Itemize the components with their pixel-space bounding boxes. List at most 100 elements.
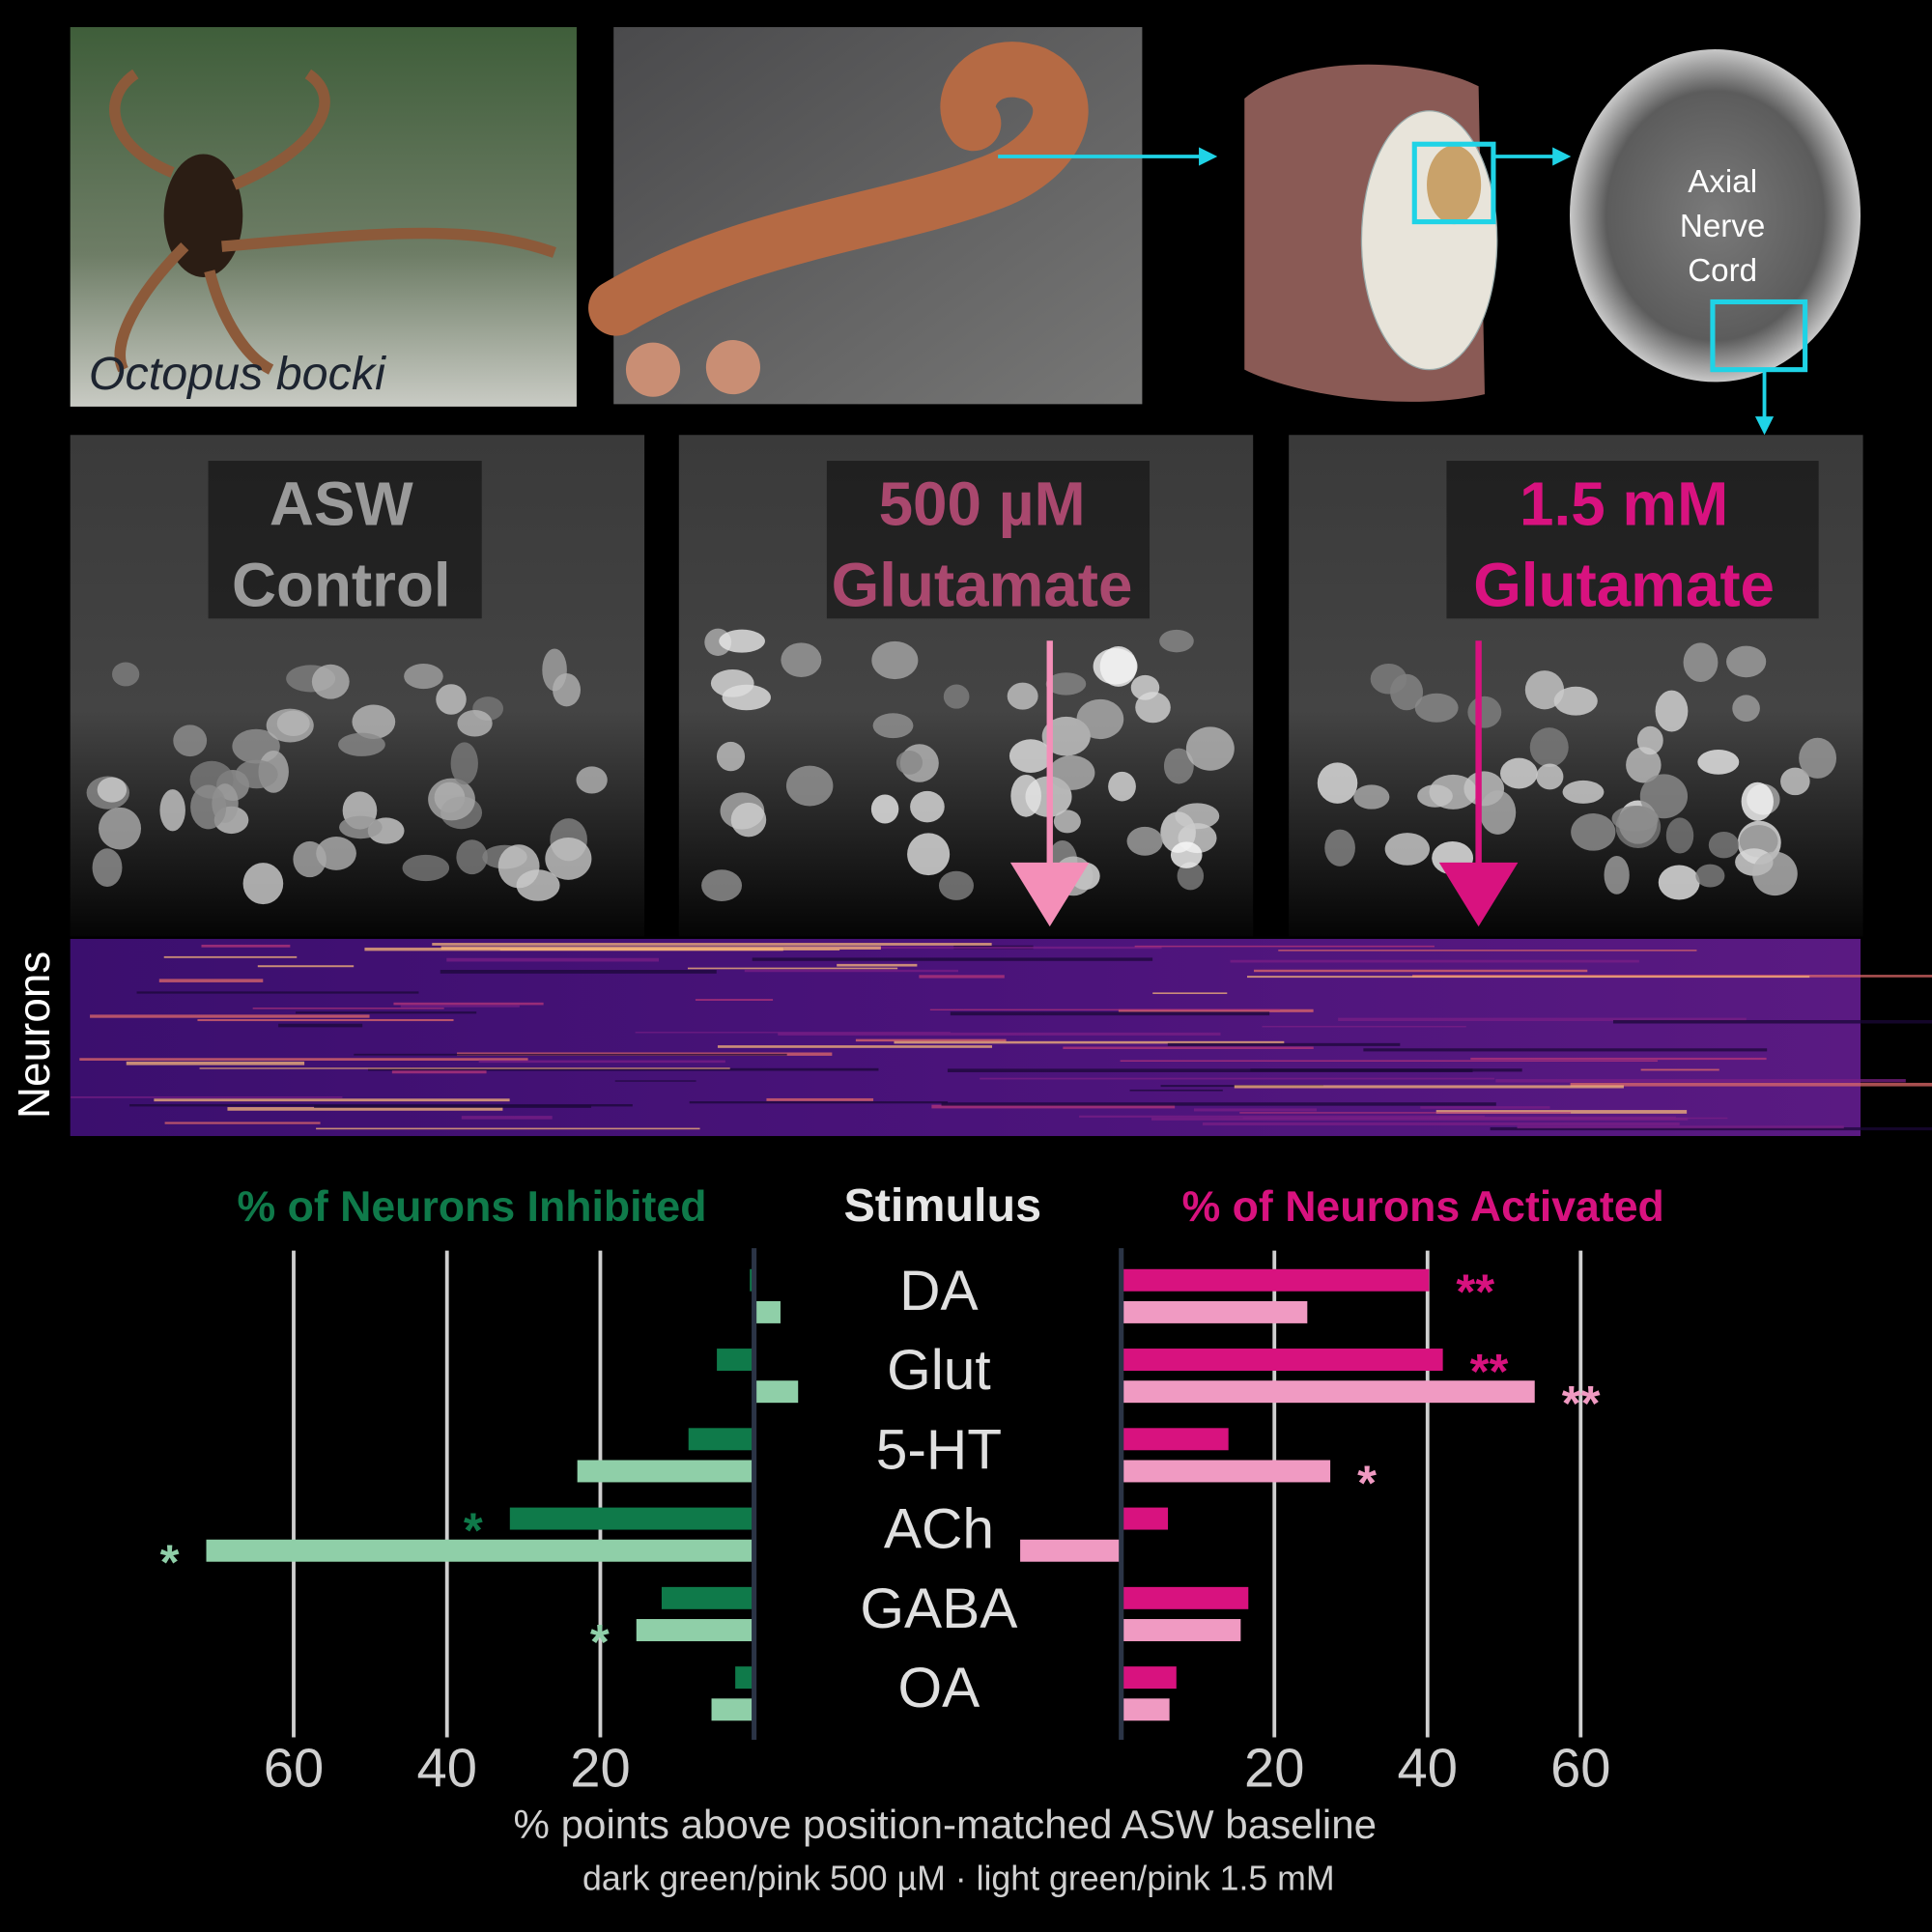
- heatmap-stripe: [1470, 1057, 1767, 1061]
- significance: **: [1562, 1376, 1601, 1431]
- cell: [871, 640, 919, 680]
- bar: [1020, 1539, 1122, 1562]
- cell: [1611, 806, 1659, 832]
- heatmap-stripe: [163, 955, 298, 958]
- cell: [339, 815, 383, 839]
- condition-label: 1.5 mM: [1520, 469, 1728, 538]
- heatmap-stripe: [227, 1107, 503, 1111]
- bar: [1121, 1380, 1535, 1404]
- heatmap-stripe: [894, 1040, 1285, 1044]
- bar: [661, 1586, 754, 1609]
- cell: [338, 732, 385, 756]
- heatmap-stripe: [1490, 1126, 1932, 1131]
- cell: [92, 848, 123, 888]
- x-tick-label: 60: [1550, 1737, 1610, 1798]
- cord-label: Nerve: [1680, 209, 1765, 244]
- bar: [1121, 1428, 1229, 1451]
- cell: [870, 794, 899, 824]
- cell: [1536, 763, 1564, 790]
- arrow-head: [1009, 862, 1090, 927]
- bar: [753, 1300, 781, 1323]
- heatmap-stripe: [201, 944, 291, 948]
- cell: [1562, 780, 1605, 804]
- label-box: [208, 461, 482, 619]
- heatmap-stripe: [980, 1077, 1495, 1080]
- heatmap-stripe: [1438, 1116, 1676, 1120]
- heatmap-stripe: [440, 970, 717, 974]
- heatmap-stripe: [919, 975, 1005, 979]
- highlight-box: [1710, 298, 1808, 373]
- cell: [1665, 817, 1694, 854]
- heatmap-stripe: [1193, 1108, 1318, 1112]
- heatmap-stripe: [1420, 1106, 1550, 1109]
- heatmap-stripe: [393, 1002, 544, 1006]
- bar: [1121, 1268, 1430, 1292]
- heatmap-stripe: [478, 1060, 725, 1064]
- heatmap-stripe: [461, 1116, 553, 1120]
- category-label: Glut: [887, 1339, 991, 1402]
- heatmap-stripe: [252, 1008, 444, 1009]
- heatmap-stripe: [1063, 1046, 1314, 1050]
- cell: [1170, 841, 1203, 868]
- cell: [404, 664, 443, 690]
- cord-label: Cord: [1688, 253, 1757, 289]
- heatmap-stripe: [440, 946, 881, 950]
- heatmap-stripe: [446, 957, 660, 962]
- cell: [1048, 755, 1095, 790]
- condition-label: Glutamate: [1473, 551, 1775, 620]
- cell: [1553, 686, 1598, 716]
- cell: [1524, 670, 1565, 710]
- heatmap-stripe: [695, 999, 774, 1001]
- x-tick-label: 60: [264, 1737, 324, 1798]
- center-title: Stimulus: [843, 1179, 1041, 1232]
- heatmap: [70, 938, 1932, 1137]
- condition-label: Control: [232, 551, 451, 620]
- cell: [1726, 645, 1767, 678]
- cell: [938, 870, 974, 900]
- heatmap-stripe: [354, 1053, 787, 1056]
- chart: Stimulus DA Glut 5-HT ACh GABA OA % of Neurons …: [160, 1179, 1664, 1898]
- heatmap-stripe: [1363, 1048, 1768, 1052]
- heatmap-stripe: [614, 1080, 696, 1082]
- heatmap-stripe: [929, 1009, 1281, 1010]
- cell: [1658, 865, 1700, 900]
- cell: [235, 759, 278, 789]
- bar: [1121, 1349, 1443, 1372]
- significance: **: [1456, 1264, 1494, 1320]
- heatmap-stripe: [837, 963, 918, 967]
- heatmap-stripe: [766, 1097, 874, 1101]
- bar: [1121, 1300, 1308, 1323]
- heatmap-stripe: [129, 1104, 633, 1107]
- heatmap-stripe: [126, 1061, 305, 1065]
- cell: [311, 664, 350, 699]
- cell: [1324, 829, 1355, 867]
- cell: [1697, 750, 1740, 775]
- cell: [781, 642, 822, 678]
- heatmap-stripe: [1495, 1079, 1906, 1083]
- heatmap-stripe: [164, 1122, 321, 1124]
- cell: [1695, 864, 1725, 888]
- x-tick-label: 20: [1244, 1737, 1304, 1798]
- cell: [1752, 851, 1798, 896]
- cell: [553, 672, 582, 707]
- heatmap-stripe: [1079, 1115, 1485, 1118]
- cell: [1414, 693, 1459, 723]
- cell: [1099, 646, 1137, 687]
- cell: [266, 708, 314, 743]
- category-label: ACh: [884, 1498, 994, 1561]
- heatmap-stripe: [1640, 1068, 1719, 1071]
- cell: [456, 839, 488, 875]
- heatmap-stripe: [400, 1005, 520, 1008]
- cell: [1639, 774, 1689, 819]
- heatmap-stripe: [1338, 1017, 1747, 1021]
- heatmap-stripe: [752, 957, 1153, 961]
- cell: [1009, 739, 1053, 773]
- heatmap-stripe: [316, 1127, 700, 1130]
- heatmap-stripe: [432, 943, 992, 946]
- cord-image: [1570, 49, 1861, 383]
- cell: [730, 802, 767, 838]
- heatmap-stripe: [947, 1068, 1473, 1072]
- cell: [576, 766, 608, 794]
- cell: [1126, 826, 1163, 856]
